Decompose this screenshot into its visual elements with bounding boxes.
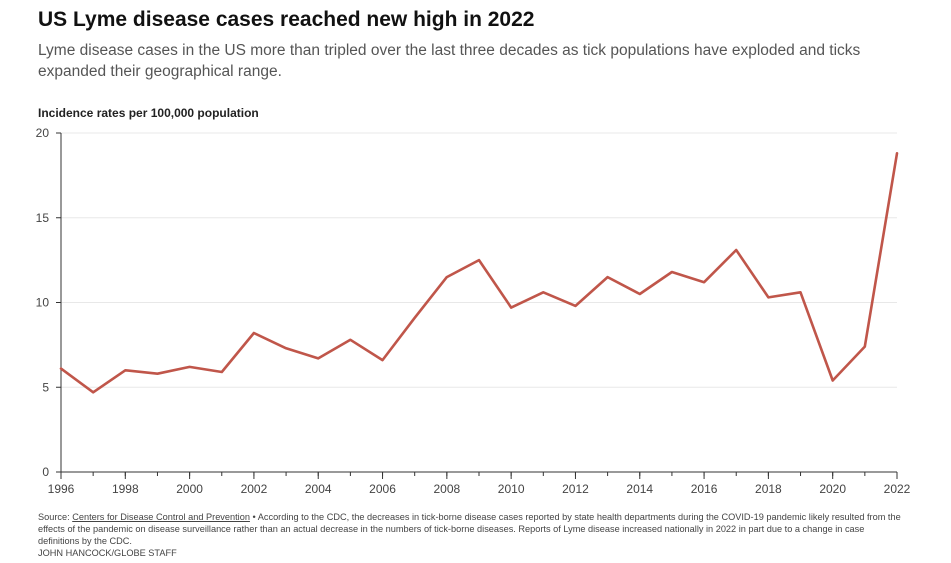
y-axis-ticks: 0 5 10 15 20 (36, 126, 61, 479)
x-tick-label: 1996 (48, 482, 75, 496)
chart-footer: Source: Centers for Disease Control and … (38, 511, 908, 559)
source-prefix: Source: (38, 512, 73, 522)
gridlines (60, 132, 897, 473)
x-tick-label: 2016 (691, 482, 718, 496)
y-tick-label: 15 (36, 211, 50, 225)
y-tick-label: 10 (36, 296, 50, 310)
chart-title: US Lyme disease cases reached new high i… (38, 8, 535, 31)
series-group (59, 152, 899, 394)
x-tick-label: 1998 (112, 482, 139, 496)
x-tick-label: 2000 (176, 482, 203, 496)
x-tick-label: 2018 (755, 482, 782, 496)
x-tick-label: 2012 (562, 482, 589, 496)
x-tick-label: 2010 (498, 482, 525, 496)
y-axis-label: Incidence rates per 100,000 population (38, 106, 259, 120)
staff-credit: JOHN HANCOCK/GLOBE STAFF (38, 548, 177, 558)
y-tick-label: 0 (42, 465, 49, 479)
source-note: • According to the CDC, the decreases in… (38, 512, 901, 546)
y-tick-label: 5 (42, 380, 49, 394)
x-tick-label: 2022 (884, 482, 911, 496)
x-tick-label: 2002 (241, 482, 268, 496)
source-link[interactable]: Centers for Disease Control and Preventi… (72, 512, 250, 522)
line-chart: 0 5 10 15 20 1996 1998 2000 2002 2004 2006 2008 201… (36, 126, 911, 496)
x-tick-label: 2014 (626, 482, 653, 496)
x-tick-label: 2020 (819, 482, 846, 496)
x-tick-label: 2006 (369, 482, 396, 496)
series-line-incidence (59, 152, 899, 394)
x-tick-label: 2008 (433, 482, 460, 496)
x-axis-ticks: 1996 1998 2000 2002 2004 2006 2008 2010 2012 2014… (48, 472, 911, 496)
chart-subtitle: Lyme disease cases in the US more than t… (38, 42, 861, 80)
x-tick-label: 2004 (305, 482, 332, 496)
y-tick-label: 20 (36, 126, 50, 140)
